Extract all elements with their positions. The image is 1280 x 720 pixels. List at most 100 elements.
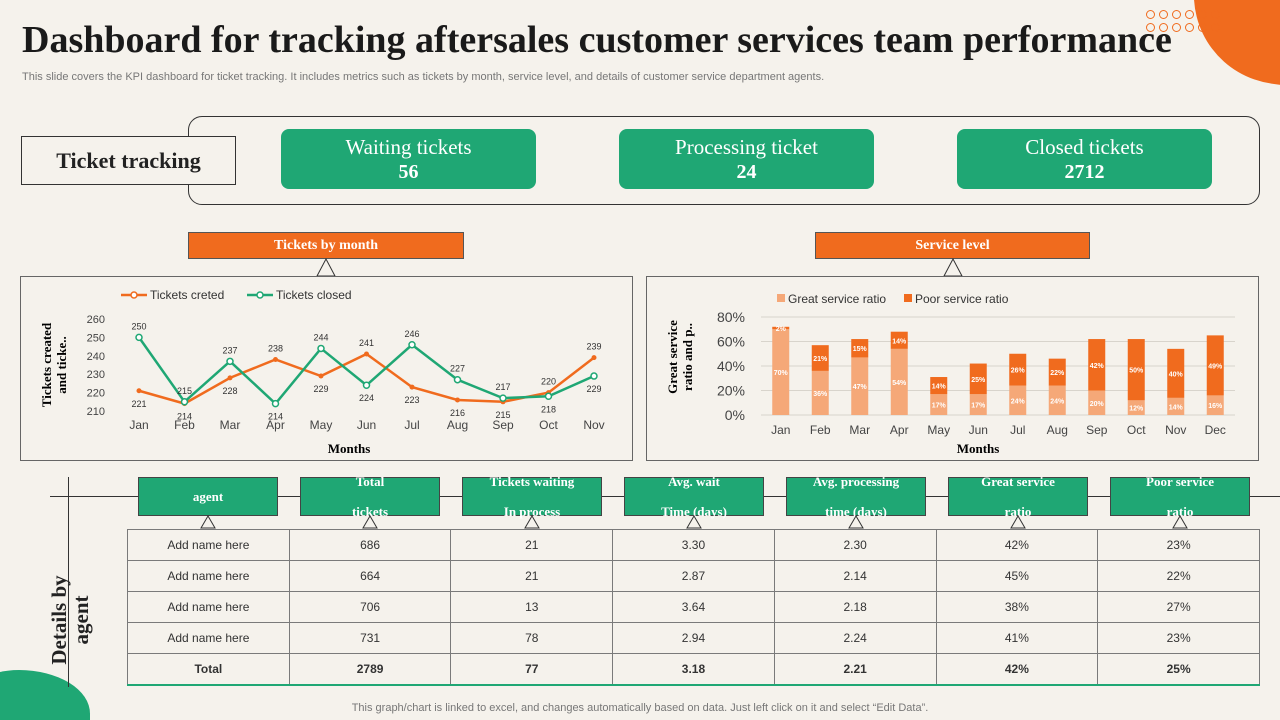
data-point	[409, 384, 415, 390]
y-tick-label: 210	[87, 406, 105, 418]
x-tick-label: Oct	[539, 418, 558, 432]
bar-segment	[1048, 385, 1066, 415]
tickets-by-month-chart: Tickets createdand ticke.. 210 220 230 240 25…	[20, 276, 633, 461]
table-cell: 25%	[1097, 653, 1260, 686]
data-label: 244	[313, 332, 328, 342]
table-cell: 22%	[1097, 560, 1260, 592]
bar-segment	[930, 377, 948, 395]
bar-data-label: 2%	[776, 326, 787, 333]
x-axis-label: Months	[328, 441, 371, 456]
dots-decoration	[1146, 10, 1220, 32]
data-label: 221	[131, 399, 146, 409]
bar-data-label: 26%	[1011, 368, 1026, 375]
bar-segment	[851, 357, 869, 415]
page-subtitle: This slide covers the KPI dashboard for …	[22, 71, 825, 83]
table-cell: 38%	[935, 591, 1099, 623]
header-pointer	[848, 515, 864, 529]
bar-data-label: 50%	[1129, 368, 1144, 375]
table-cell: Add name here	[127, 529, 290, 561]
bar-segment	[851, 339, 869, 358]
data-label: 241	[359, 338, 374, 348]
bar-segment	[772, 329, 790, 415]
bar-data-label: 17%	[971, 403, 986, 410]
bar-data-label: 40%	[1169, 371, 1184, 378]
x-tick-label: Sep	[492, 418, 514, 432]
x-tick-label: Jan	[129, 418, 148, 432]
x-tick-label: Dec	[1205, 423, 1226, 437]
data-label: 237	[222, 345, 237, 355]
tag-pointer	[316, 258, 336, 277]
legend-marker	[256, 291, 264, 299]
kpi-closed-tickets: Closed tickets 2712	[957, 129, 1212, 189]
bar-segment	[1009, 353, 1027, 386]
data-point	[318, 373, 324, 379]
x-tick-label: Aug	[447, 418, 468, 432]
kpi-label: Closed tickets	[1025, 135, 1144, 159]
bar-data-label: 54%	[892, 380, 907, 387]
kpi-value: 56	[398, 161, 419, 183]
table-cell: 2789	[288, 653, 452, 686]
table-cell: 686	[288, 529, 452, 561]
kpi-processing-ticket: Processing ticket 24	[619, 129, 874, 189]
kpi-label: Processing ticket	[675, 135, 818, 159]
table-cell: 3.64	[612, 591, 775, 623]
table-cell: Add name here	[127, 560, 290, 592]
x-tick-label: Apr	[266, 418, 285, 432]
bar-data-label: 22%	[1050, 370, 1065, 377]
table-cell: 2.14	[773, 560, 937, 592]
x-tick-label: Nov	[1165, 423, 1186, 437]
column-header: Avg. processing time (days)	[786, 474, 926, 519]
data-point	[408, 341, 416, 349]
y-tick-label: 20%	[717, 383, 745, 399]
bar-segment	[811, 370, 829, 415]
y-tick-label: 0%	[725, 407, 745, 423]
details-by-agent-label: Details by agent	[47, 575, 93, 665]
data-label: 218	[541, 404, 556, 414]
y-tick-label: 260	[87, 314, 105, 326]
data-point	[136, 388, 142, 394]
bar-segment	[1206, 335, 1224, 396]
table-cell: 78	[450, 622, 614, 654]
x-tick-label: Sep	[1086, 423, 1108, 437]
bar-segment	[1048, 358, 1066, 386]
bar-segment	[1088, 390, 1106, 415]
data-point	[453, 375, 462, 384]
x-tick-label: Feb	[810, 423, 831, 437]
data-label: 216	[450, 408, 465, 418]
legend-label: Tickets creted	[150, 288, 224, 302]
data-point	[544, 392, 553, 401]
table-row: Add name here 731 78 2.94 2.24 41% 23%	[127, 622, 1260, 654]
x-tick-label: Jul	[404, 418, 419, 432]
bar-segment	[1167, 397, 1185, 415]
table-cell: 2.24	[773, 622, 937, 654]
y-tick-label: 240	[87, 351, 105, 363]
bar-data-label: 47%	[853, 384, 868, 391]
x-tick-label: May	[310, 418, 333, 432]
table-cell: 21	[450, 560, 614, 592]
y-tick-label: 230	[87, 369, 105, 381]
bar-segment	[890, 348, 908, 415]
bar-data-label: 16%	[1208, 403, 1223, 410]
table-total-row: Total 2789 77 3.18 2.21 42% 25%	[127, 653, 1260, 686]
data-point	[180, 398, 189, 406]
kpi-value: 24	[736, 161, 757, 183]
bar-segment	[890, 331, 908, 349]
data-point	[273, 356, 278, 362]
x-tick-label: Jun	[357, 418, 376, 432]
x-tick-label: Oct	[1127, 423, 1146, 437]
column-header: Total tickets	[300, 474, 440, 519]
x-tick-label: Feb	[174, 418, 195, 432]
bar-data-label: 14%	[892, 338, 907, 345]
x-tick-label: Apr	[890, 423, 909, 437]
table-cell: 27%	[1097, 591, 1260, 623]
bar-data-label: 25%	[971, 377, 986, 384]
data-label: 214	[177, 412, 192, 422]
table-row: Add name here 706 13 3.64 2.18 38% 27%	[127, 591, 1260, 623]
ticket-tracking-label: Ticket tracking	[21, 136, 236, 185]
header-pointer	[200, 515, 216, 529]
table-cell: 731	[288, 622, 452, 654]
column-header: Tickets waiting In process	[462, 474, 602, 519]
table-cell: 23%	[1097, 622, 1260, 654]
bar-segment	[969, 363, 987, 395]
data-label: 214	[268, 412, 283, 422]
